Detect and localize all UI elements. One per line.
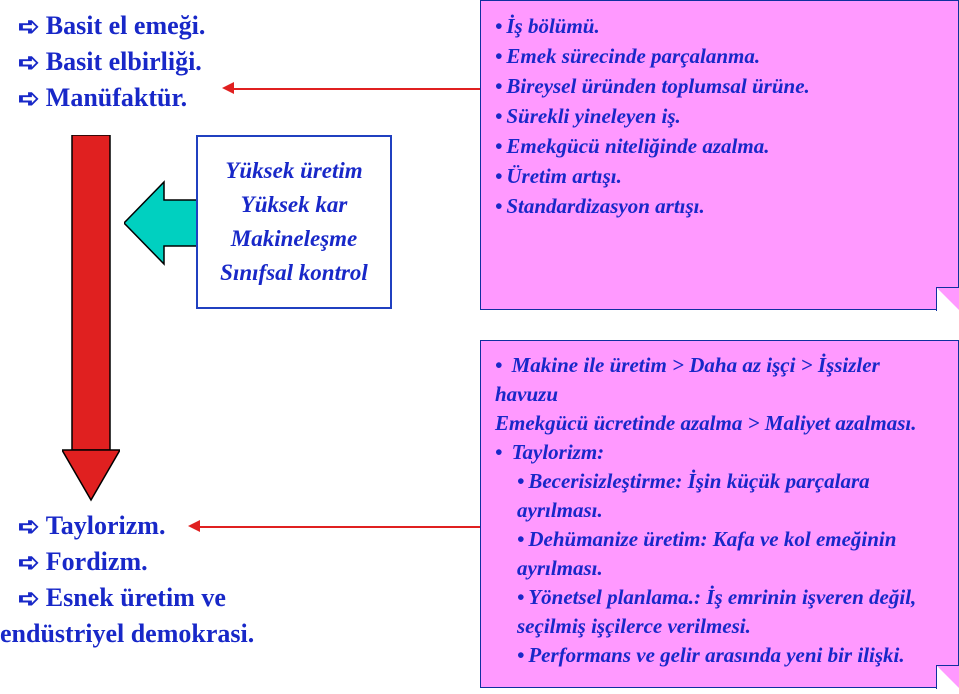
arrow-icon: ➪ [18,580,40,616]
topic-label-cont: endüstriyel demokrasi. [0,616,254,652]
arrow-icon: ➪ [18,508,40,544]
c2-tay: Taylorizm: [512,440,605,464]
list-item: Emekgücü niteliğinde azalma. [495,131,944,161]
list-item: Becerisizleştirme: İşin küçük parçalara … [517,467,944,525]
right-column: İş bölümü. Emek sürecinde parçalanma. Bi… [480,0,959,694]
blue-box: Yüksek üretim Yüksek kar Makineleşme Sın… [196,135,392,309]
arrow-icon: ➪ [18,44,40,80]
topic-item: ➪ Basit elbirliği. [18,44,205,80]
topic-item: ➪ Esnek üretim ve [18,580,254,616]
topic-item: ➪ Basit el emeği. [18,8,205,44]
bluebox-line: Sınıfsal kontrol [220,256,368,290]
bluebox-line: Yüksek üretim [225,154,362,188]
list-item: Sürekli yineleyen iş. [495,101,944,131]
callout2-list: Makine ile üretim > Daha az işçi > İşsiz… [495,351,944,670]
topic-item: ➪ Fordizm. [18,544,254,580]
topics-top: ➪ Basit el emeği. ➪ Basit elbirliği. ➪ M… [18,8,205,116]
arrow-icon: ➪ [18,8,40,44]
callout-box-1: İş bölümü. Emek sürecinde parçalanma. Bi… [480,0,959,310]
topics-bottom: ➪ Taylorizm. ➪ Fordizm. ➪ Esnek üretim v… [18,508,254,652]
arrow-icon: ➪ [18,544,40,580]
callout-box-2: Makine ile üretim > Daha az işçi > İşsiz… [480,340,959,688]
list-item: İş bölümü. [495,11,944,41]
topic-label: Manüfaktür. [46,80,187,116]
red-down-arrow-icon [62,135,120,505]
list-item: Üretim artışı. [495,161,944,191]
bluebox-line: Yüksek kar [241,188,348,222]
c2-line1: Makine ile üretim > Daha az işçi > İşsiz… [495,353,880,406]
list-item: Emek sürecinde parçalanma. [495,41,944,71]
connector-line [234,88,480,90]
topic-label: Esnek üretim ve [46,580,226,616]
topic-item: ➪ Manüfaktür. [18,80,205,116]
left-column: ➪ Basit el emeği. ➪ Basit elbirliği. ➪ M… [0,0,480,694]
bluebox-line: Makineleşme [231,222,358,256]
list-item: Yönetsel planlama.: İş emrinin işveren d… [517,583,944,641]
list-item: Performans ve gelir arasında yeni bir il… [517,641,944,670]
list-item: Bireysel üründen toplumsal ürüne. [495,71,944,101]
topic-label: Basit el emeği. [46,8,206,44]
folded-corner-icon [937,666,959,688]
c2-line2: Emekgücü ücretinde azalma > Maliyet azal… [495,409,944,438]
list-item: Makine ile üretim > Daha az işçi > İşsiz… [495,351,944,438]
callout1-list: İş bölümü. Emek sürecinde parçalanma. Bi… [495,11,944,221]
connector-arrowhead-icon [222,82,234,94]
arrow-icon: ➪ [18,80,40,116]
topic-label: Fordizm. [46,544,148,580]
folded-corner-icon [937,288,959,310]
connector-arrowhead-icon [188,520,200,532]
list-item: Standardizasyon artışı. [495,191,944,221]
connector-line [200,526,480,528]
topic-label: Taylorizm. [46,508,166,544]
cyan-left-arrow-icon [124,178,204,268]
list-item: Taylorizm: [495,438,944,467]
list-item: Dehümanize üretim: Kafa ve kol emeğinin … [517,525,944,583]
topic-label: Basit elbirliği. [46,44,202,80]
